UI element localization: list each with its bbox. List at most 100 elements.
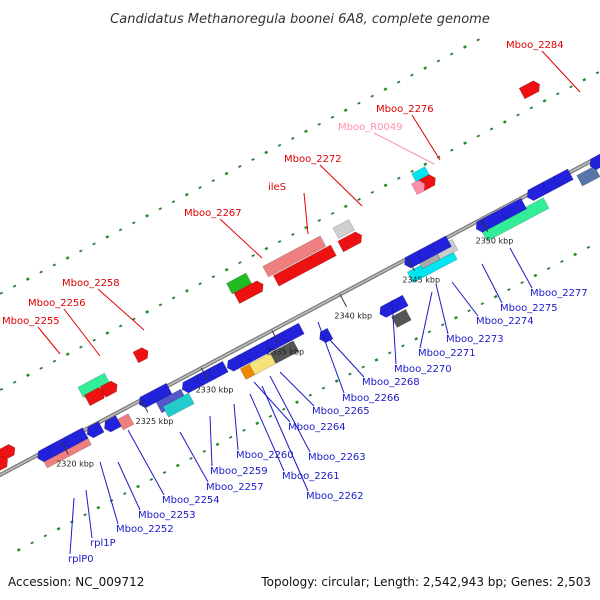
gene-label-leader xyxy=(249,393,285,472)
dotted-guide-mark xyxy=(396,80,401,84)
dotted-guide-mark xyxy=(132,221,136,225)
gene-label-mboo_2256: Mboo_2256 xyxy=(28,298,86,309)
dotted-guide-mark xyxy=(132,317,136,321)
dotted-guide-mark xyxy=(198,282,202,286)
dotted-guide-mark xyxy=(12,380,17,384)
dotted-guide-mark xyxy=(383,87,388,91)
genome-summary-text: Topology: circular; Length: 2,542,943 bp… xyxy=(260,575,591,589)
dotted-guide-mark xyxy=(361,365,365,369)
gene-feature xyxy=(117,413,135,431)
scale-tick xyxy=(407,258,415,271)
gene-label-leader xyxy=(85,489,93,539)
dotted-guide-mark xyxy=(268,414,273,418)
dotted-guide-mark xyxy=(476,38,480,42)
gene-label-mboo_2284: Mboo_2284 xyxy=(506,40,564,51)
scale-tick xyxy=(339,294,347,308)
gene-label-mboo_2266: Mboo_2266 xyxy=(342,393,400,404)
gene-feature xyxy=(226,272,252,295)
dotted-guide-mark xyxy=(65,352,70,356)
gene-label-mboo_r0049: Mboo_R0049 xyxy=(338,122,403,133)
gene-label-leader xyxy=(117,461,141,511)
dotted-guide-mark xyxy=(533,273,538,278)
dotted-guide-mark xyxy=(198,186,202,190)
dotted-guide-mark xyxy=(184,192,189,197)
dotted-guide-mark xyxy=(480,302,485,306)
gene-labels: Mboo_2255 Mboo_2256 Mboo_2258 Mboo_2267 ileS… xyxy=(2,40,588,565)
dotted-guide-mark xyxy=(308,393,312,397)
gene-label-mboo_2271: Mboo_2271 xyxy=(418,348,476,359)
gene-label-mboo_2273: Mboo_2273 xyxy=(446,334,504,345)
gene-label-leader xyxy=(541,50,581,93)
gene-feature xyxy=(132,347,149,364)
dotted-guide-mark xyxy=(463,141,467,145)
gene-label-leader xyxy=(69,497,75,555)
gene-feature xyxy=(553,168,574,187)
accession-text: Accession: NC_009712 xyxy=(8,575,144,589)
gene-feature xyxy=(104,415,122,433)
dotted-guide-mark xyxy=(290,136,295,140)
gene-feature xyxy=(86,421,105,439)
gene-feature xyxy=(83,387,106,407)
scale-tick xyxy=(140,399,149,413)
dotted-guide-mark xyxy=(427,330,432,334)
gene-label-leader xyxy=(279,371,315,407)
scale-tick xyxy=(61,441,69,455)
dotted-guide-mark xyxy=(30,541,34,545)
dotted-guide-mark xyxy=(158,207,163,211)
dotted-guide-mark xyxy=(449,52,454,56)
dotted-guide-mark xyxy=(79,345,83,349)
page-title: Candidatus Methanoregula boonei 6A8, com… xyxy=(110,12,490,27)
gene-label-mboo_2263: Mboo_2263 xyxy=(308,452,366,463)
dotted-guide-mark xyxy=(334,379,339,383)
gene-feature xyxy=(502,197,528,219)
gene-label-rplp0: rplP0 xyxy=(68,554,94,565)
gene-label-leader xyxy=(419,291,433,349)
dotted-guide-mark xyxy=(105,235,110,239)
dotted-guide-mark xyxy=(397,176,401,180)
dotted-guide-mark xyxy=(493,294,498,299)
gene-feature xyxy=(269,340,300,364)
dotted-guide-mark xyxy=(136,484,140,489)
gene-feature xyxy=(162,392,195,418)
dotted-guide-mark xyxy=(520,281,524,285)
dotted-guide-mark xyxy=(440,323,445,327)
dotted-guide-mark xyxy=(330,211,335,215)
dotted-guide-mark xyxy=(202,449,207,453)
gene-feature xyxy=(518,80,540,100)
dotted-guide-mark xyxy=(556,92,560,96)
dotted-guide-mark xyxy=(410,169,414,173)
gene-label-mboo_2262: Mboo_2262 xyxy=(306,491,364,502)
gene-label-mboo_2253: Mboo_2253 xyxy=(138,510,196,521)
dotted-guide-mark xyxy=(145,310,150,314)
gene-label-leader xyxy=(209,415,213,467)
dotted-guide-mark xyxy=(507,288,511,292)
gene-label-leader xyxy=(451,281,479,317)
dotted-guide-mark xyxy=(529,106,534,110)
dotted-guide-mark xyxy=(569,85,573,89)
dotted-guide-mark xyxy=(321,386,326,390)
gene-feature xyxy=(379,301,396,318)
gene-label-leader xyxy=(127,429,165,496)
dotted-guide-mark xyxy=(357,101,361,105)
dotted-guide-mark xyxy=(343,108,348,113)
dotted-guide-mark xyxy=(56,526,61,531)
gene-label-leader xyxy=(373,132,435,165)
gene-label-mboo_2267: Mboo_2267 xyxy=(184,208,242,219)
dotted-guide-mark xyxy=(189,456,193,460)
gene-label-mboo_2275: Mboo_2275 xyxy=(500,303,558,314)
gene-label-leader xyxy=(435,283,449,335)
dotted-guide-mark xyxy=(39,366,43,370)
gene-feature xyxy=(262,235,327,278)
dotted-guide-mark xyxy=(211,275,216,279)
gene-feature xyxy=(391,308,412,328)
dotted-guide-mark xyxy=(158,303,163,307)
dotted-guide-mark xyxy=(26,373,30,378)
scale-ticks: 2320 kbp 2325 kbp 2330 kbp 2335 kbp 2340 kbp… xyxy=(56,219,513,468)
dotted-guide-mark xyxy=(215,442,220,447)
dotted-guide-mark xyxy=(39,270,43,274)
dotted-guide-mark xyxy=(401,344,405,348)
gene-label-leader xyxy=(261,385,309,492)
gene-label-mboo_2272: Mboo_2272 xyxy=(284,154,342,165)
dotted-guide-mark xyxy=(502,120,507,124)
dotted-guide-mark xyxy=(277,143,282,147)
